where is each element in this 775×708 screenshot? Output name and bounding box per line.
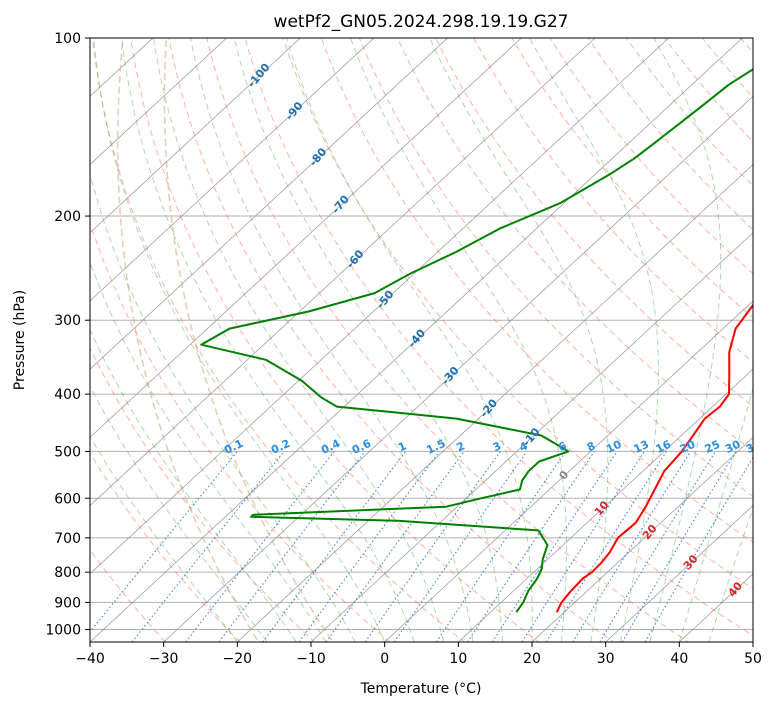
- mixing-ratio-label: 36: [744, 438, 764, 456]
- moist-adiabat-line: [286, 38, 533, 642]
- mixing-ratio-line: [572, 451, 692, 642]
- mixing-ratio-line: [298, 451, 440, 642]
- x-tick-label: −30: [149, 651, 179, 667]
- y-tick-label: 1000: [45, 622, 81, 638]
- isotherm-line: [163, 95, 753, 642]
- moist-adiabat-line: [121, 38, 415, 642]
- x-tick-label: 30: [597, 651, 615, 667]
- dry-adiabat-line: [90, 346, 316, 642]
- isotherm-line: [310, 232, 753, 642]
- mixing-ratio-line: [393, 451, 528, 642]
- dry-adiabat-line: [320, 38, 753, 543]
- moist-adiabat-line: [233, 38, 503, 642]
- moist-adiabat-line: [529, 38, 659, 642]
- x-tick-label: 40: [670, 651, 688, 667]
- dry-adiabat-line: [90, 452, 241, 642]
- moist-adiabat-line: [649, 38, 722, 642]
- x-tick-label: 10: [449, 651, 467, 667]
- isotherm-line: [90, 38, 670, 575]
- y-tick-label: 500: [54, 444, 81, 460]
- mixing-ratio-line: [435, 451, 567, 642]
- moist-adiabat-line: [429, 38, 609, 642]
- x-tick-label: −20: [223, 651, 253, 667]
- x-tick-label: −10: [296, 651, 326, 667]
- chart-title: wetPf2_GN05.2024.298.19.19.G27: [274, 12, 569, 32]
- y-axis-label: Pressure (hPa): [12, 290, 28, 390]
- isotherm-line: [531, 436, 753, 642]
- dry-adiabat-line: [90, 221, 391, 642]
- plot-frame: [89, 37, 754, 643]
- isotherm-line: [90, 38, 449, 370]
- mixing-ratio-label: 16: [654, 438, 674, 456]
- x-tick-label: −40: [75, 651, 105, 667]
- x-tick-label: 50: [744, 651, 762, 667]
- dewpoint-profile-line: [200, 68, 753, 613]
- isotherm-line: [384, 300, 753, 642]
- reference-curve: [116, 38, 260, 642]
- mixing-ratio-line: [521, 451, 645, 642]
- mixing-ratio-line: [467, 451, 595, 642]
- dry-adiabat-line: [358, 38, 753, 498]
- isotherm-line: [90, 38, 522, 438]
- y-tick-label: 900: [54, 595, 81, 611]
- y-tick-label: 700: [54, 531, 81, 547]
- moist-adiabat-line: [90, 435, 238, 642]
- mixing-ratio-line: [262, 451, 407, 642]
- sounding-profiles: [200, 68, 753, 613]
- temperature-profile-line: [555, 303, 753, 613]
- dry-adiabat-line: [168, 38, 615, 642]
- dry-adiabat-line: [282, 38, 753, 590]
- mixing-ratio-label: 10: [604, 438, 624, 456]
- isotherm-line: [90, 38, 375, 302]
- mixing-ratio-line: [218, 451, 366, 642]
- isotherm-line: [90, 38, 596, 507]
- y-tick-label: 800: [54, 565, 81, 581]
- mixing-ratio-line: [90, 451, 238, 633]
- moist-adiabat-line: [93, 38, 386, 642]
- moist-adiabat-line: [153, 38, 445, 642]
- isotherm-line: [90, 38, 301, 234]
- reference-lines: [90, 38, 753, 642]
- moist-adiabat-line: [708, 506, 753, 642]
- isotherm-line: [90, 38, 228, 166]
- moist-adiabat-line: [190, 38, 474, 642]
- isotherm-line: [90, 38, 743, 642]
- mixing-ratio-label: 30: [723, 438, 743, 456]
- isotherm-line: [605, 505, 753, 642]
- x-tick-label: 0: [380, 651, 389, 667]
- moist-adiabat-line: [678, 386, 753, 642]
- mixing-ratio-label: 13: [632, 438, 651, 456]
- axes: −40 −30 −20 −10 0 10 20 30 40 50 100 200 300 400 500 60…: [45, 31, 762, 667]
- x-axis-label: Temperature (°C): [360, 681, 482, 697]
- x-tick-label: 20: [523, 651, 541, 667]
- moist-adiabat-line: [90, 260, 327, 642]
- mixing-ratio-line: [364, 451, 501, 642]
- y-tick-label: 300: [54, 313, 81, 329]
- isotherm-line: [236, 163, 753, 642]
- y-tick-label: 400: [54, 387, 81, 403]
- y-tick-label: 100: [54, 31, 81, 47]
- mixing-ratio-label: 25: [703, 438, 722, 456]
- y-tick-label: 200: [54, 209, 81, 225]
- mixing-ratio-line: [325, 451, 465, 642]
- mixing-ratio-label: 20: [678, 438, 698, 456]
- dry-adiabat-line: [91, 38, 465, 642]
- dry-adiabat-line: [244, 38, 753, 637]
- isotherm-line: [457, 368, 753, 642]
- moist-adiabat-line: [90, 385, 268, 642]
- y-tick-label: 600: [54, 491, 81, 507]
- reference-curve: [163, 38, 334, 642]
